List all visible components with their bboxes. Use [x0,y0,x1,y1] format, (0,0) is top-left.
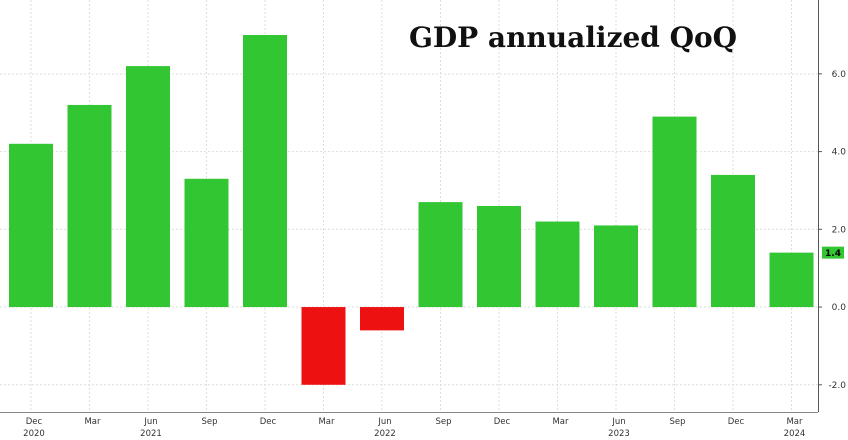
last-value-badge [822,246,844,259]
y-tick-label: 6.0 [832,70,847,80]
bars [9,34,814,385]
x-year-label: 2024 [784,429,806,439]
bar [126,66,170,308]
x-tick-label: Mar [786,417,803,427]
bar [594,225,638,308]
x-tick-label: Jun [377,417,391,427]
bar [67,104,112,308]
bar [243,34,287,308]
x-year-label: 2021 [140,429,162,439]
x-tick-label: Sep [201,417,217,427]
x-tick-label: Dec [260,417,277,427]
bar [535,221,580,308]
bar [769,252,814,308]
bar [418,202,463,308]
chart-title: GDP annualized QoQ [409,21,737,54]
y-tick-label: 2.0 [832,225,847,235]
bar [711,174,755,308]
x-tick-label: Dec [494,417,511,427]
bar [652,116,697,308]
x-year-label: 2022 [374,429,396,439]
bar [301,307,346,385]
x-year-label: 2020 [23,429,45,439]
bar [477,206,521,308]
y-tick-label: 0.0 [832,303,847,313]
y-tick-label: -2.0 [828,381,846,391]
x-tick-label: Mar [318,417,335,427]
bar [184,178,229,308]
bar [360,307,404,331]
x-year-label: 2023 [608,429,630,439]
x-tick-label: Sep [435,417,451,427]
bar [9,143,53,308]
last-value-label: 1.4 [825,249,841,259]
x-tick-label: Sep [669,417,685,427]
x-tick-label: Mar [84,417,101,427]
x-tick-label: Dec [26,417,43,427]
y-tick-label: 4.0 [832,148,847,158]
x-tick-label: Dec [728,417,745,427]
x-tick-label: Mar [552,417,569,427]
x-tick-label: Jun [611,417,625,427]
x-tick-label: Jun [143,417,157,427]
